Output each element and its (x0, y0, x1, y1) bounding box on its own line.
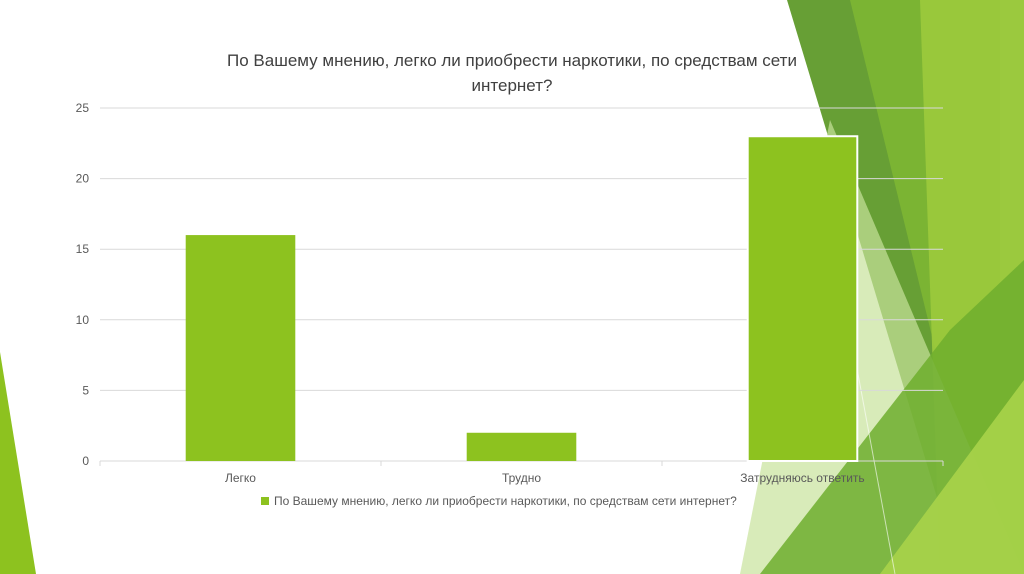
bar (746, 135, 859, 463)
bar (466, 432, 577, 461)
y-tick-label: 5 (82, 383, 89, 397)
y-tick-label: 15 (76, 242, 90, 256)
chart-title-line-1: По Вашему мнению, легко ли приобрести на… (227, 51, 797, 70)
right-shape-bottom-light (880, 380, 1024, 574)
legend: По Вашему мнению, легко ли приобрести на… (261, 494, 737, 508)
y-tick-label: 0 (82, 454, 89, 468)
x-category-label: Затрудняюсь ответить (740, 471, 864, 485)
legend-label: По Вашему мнению, легко ли приобрести на… (274, 494, 737, 508)
x-axis-ticks: Легко Трудно Затрудняюсь ответить (225, 471, 865, 485)
y-tick-label: 25 (76, 101, 90, 115)
x-category-label: Легко (225, 471, 256, 485)
left-edge-shape (0, 352, 36, 574)
y-tick-label: 20 (76, 172, 90, 186)
legend-swatch (261, 497, 269, 505)
chart-title-line-2: интернет? (472, 76, 553, 95)
y-axis-ticks: 0 5 10 15 20 25 (76, 101, 90, 468)
bars (185, 135, 859, 463)
y-tick-label: 10 (76, 313, 90, 327)
x-category-label: Трудно (502, 471, 541, 485)
bar (185, 235, 296, 461)
